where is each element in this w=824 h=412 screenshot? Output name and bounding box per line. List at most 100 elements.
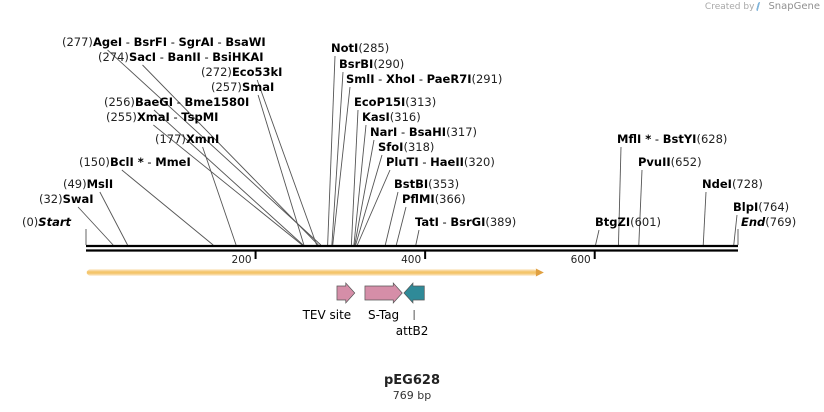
enzyme-name-haeii: HaeII <box>430 155 464 169</box>
enzyme-separator: - <box>397 125 408 139</box>
enzyme-position: (320) <box>464 155 495 169</box>
enzyme-name-start: Start <box>38 215 71 229</box>
enzyme-name-bme1580i: Bme1580I <box>184 95 249 109</box>
enzyme-leader-blpi <box>733 214 738 246</box>
feature-label-s-tag: S-Tag <box>368 308 399 322</box>
enzyme-label-msli: (49)MslI <box>63 177 113 191</box>
enzyme-label-xmai-tspmi: (255)XmaI - TspMI <box>106 110 218 124</box>
enzyme-position: (285) <box>358 41 389 55</box>
enzyme-name-agei: AgeI <box>93 35 122 49</box>
axis-tick-label-400: 400 <box>401 254 421 266</box>
enzyme-position: (317) <box>446 125 477 139</box>
enzyme-leader-ecop15i <box>350 109 359 246</box>
enzyme-leader-btgzi <box>595 229 600 246</box>
enzyme-label-mfli-bstyi: MflI * - BstYI(628) <box>617 132 727 146</box>
enzyme-name-bcli: BclI <box>110 155 134 169</box>
enzyme-name-mfli: MflI <box>617 132 641 146</box>
enzyme-leader-mfli <box>618 146 622 246</box>
enzyme-separator: - <box>415 72 426 86</box>
enzyme-position: (366) <box>435 192 466 206</box>
enzyme-leader-bcli <box>121 169 214 246</box>
enzyme-name-bsrgi: BsrGI <box>450 215 485 229</box>
enzyme-separator: - <box>419 155 430 169</box>
enzyme-label-xmni: (177)XmnI <box>155 132 219 146</box>
enzyme-name-ecop15i: EcoP15I <box>354 95 405 109</box>
enzyme-name-pvuii: PvuII <box>638 155 671 169</box>
enzyme-name-noti: NotI <box>331 41 358 55</box>
enzyme-leader-ndei <box>702 191 707 246</box>
enzyme-separator: - <box>201 50 212 64</box>
enzyme-name-swai: SwaI <box>63 192 94 206</box>
enzyme-leader-smai <box>257 94 305 246</box>
enzyme-leader-smli <box>332 86 351 246</box>
enzyme-labels: (277)AgeI - BsrFI - SgrAI - BsaWI(274)Sa… <box>22 35 796 229</box>
enzyme-position: (728) <box>732 177 763 191</box>
axis-tick-label-200: 200 <box>232 254 252 266</box>
feature-label-tev-site: TEV site <box>302 308 352 322</box>
enzyme-position: (316) <box>390 110 421 124</box>
enzyme-leader-pvuii <box>638 169 643 246</box>
features-track: TEV site S-Tag attB2 <box>86 268 544 338</box>
enzyme-leader-bsrbi <box>331 71 344 246</box>
enzyme-leader-kasi <box>353 124 367 246</box>
enzyme-label-end: End(769) <box>741 215 796 229</box>
enzyme-label-bsrbi: BsrBI(290) <box>339 57 404 71</box>
enzyme-label-kasi: KasI(316) <box>362 110 421 124</box>
enzyme-name-sgrai: SgrAI <box>179 35 214 49</box>
enzyme-label-nari-bsahi: NarI - BsaHI(317) <box>370 125 477 139</box>
axis-tick-label-600: 600 <box>571 254 591 266</box>
enzyme-position: (0) <box>22 215 38 229</box>
enzyme-name-xmni: XmnI <box>186 132 219 146</box>
sequence-backbone <box>86 244 738 252</box>
enzyme-position: (353) <box>428 177 459 191</box>
enzyme-position: (49) <box>63 177 87 191</box>
enzyme-position: (601) <box>630 215 661 229</box>
enzyme-name-bsawi: BsaWI <box>225 35 265 49</box>
enzyme-position: (764) <box>758 200 789 214</box>
enzyme-name-eco53ki: Eco53kI <box>232 65 283 79</box>
enzyme-name-msli: MslI <box>87 177 114 191</box>
enzyme-label-saci-banii-bsihkai: (274)SacI - BanII - BsiHKAI <box>98 50 264 64</box>
enzyme-position: (272) <box>201 65 232 79</box>
enzyme-separator: - <box>214 35 225 49</box>
enzyme-separator: - <box>144 155 155 169</box>
enzyme-label-blpi: BlpI(764) <box>733 200 789 214</box>
enzyme-name-bsrbi: BsrBI <box>339 57 373 71</box>
enzyme-name-bsahi: BsaHI <box>409 125 446 139</box>
enzyme-name-pflmi: PflMI <box>402 192 435 206</box>
enzyme-name-nari: NarI <box>370 125 397 139</box>
enzyme-position: (389) <box>485 215 516 229</box>
enzyme-leader-lines <box>77 49 739 246</box>
enzyme-position: (318) <box>403 140 434 154</box>
enzyme-name-ndei: NdeI <box>702 177 732 191</box>
enzyme-label-smai: (257)SmaI <box>211 80 274 94</box>
feature-tev-site[interactable] <box>336 282 356 304</box>
enzyme-separator: - <box>167 35 178 49</box>
enzyme-name-end: End <box>741 215 766 229</box>
enzyme-leader-pflmi <box>395 206 407 246</box>
enzyme-position: (769) <box>765 215 796 229</box>
enzyme-leader-eco53ki <box>256 79 318 246</box>
enzyme-leader-xmni <box>202 146 237 246</box>
enzyme-separator: - <box>156 50 167 64</box>
enzyme-separator: - <box>170 110 181 124</box>
enzyme-leader-sfoi <box>355 154 383 246</box>
enzyme-name-banii: BanII <box>168 50 201 64</box>
methylation-star-icon: * <box>641 132 651 146</box>
enzyme-label-smli-xhoi-paer7i: SmlI - XhoI - PaeR7I(291) <box>346 72 502 86</box>
enzyme-position: (291) <box>472 72 503 86</box>
enzyme-label-bstbi: BstBI(353) <box>394 177 459 191</box>
enzyme-leader-msli <box>99 191 128 246</box>
enzyme-label-pluti-haeii: PluTI - HaeII(320) <box>386 155 495 169</box>
enzyme-leader-saci <box>142 64 319 246</box>
enzyme-leader-nari <box>354 139 375 246</box>
created-by-text: Created by <box>704 1 755 12</box>
feature-s-tag[interactable] <box>364 282 403 304</box>
enzyme-name-btgzi: BtgZI <box>595 215 630 229</box>
enzyme-position: (277) <box>62 35 93 49</box>
snapgene-product-name: SnapGene <box>768 1 820 12</box>
enzyme-name-smli: SmlI <box>346 72 375 86</box>
enzyme-separator: - <box>122 35 133 49</box>
enzyme-position: (257) <box>211 80 242 94</box>
feature-attb2[interactable] <box>403 282 425 304</box>
